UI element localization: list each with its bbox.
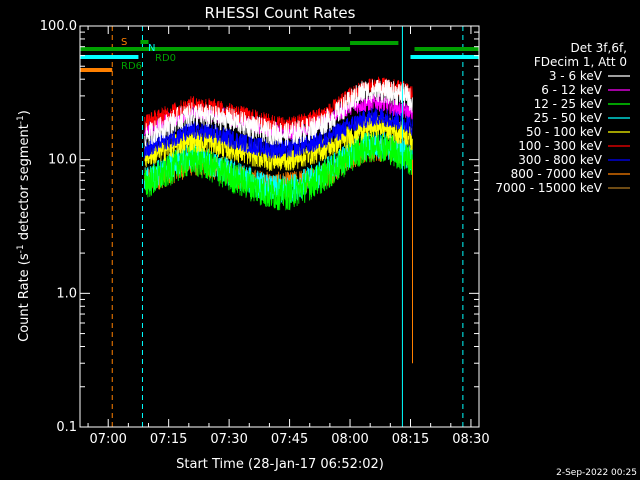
legend-label: 7000 - 15000 keV (495, 181, 602, 195)
series-line-2 (144, 130, 413, 211)
y-axis-label-main: Count Rate (s (17, 253, 32, 342)
annotation-label: S (121, 37, 127, 48)
y-tick-label: 100.0 (40, 19, 77, 34)
x-tick-label: 08:30 (452, 432, 489, 447)
annotation-label: RD6 (121, 61, 142, 72)
data-layer (144, 76, 413, 364)
legend-label: 6 - 12 keV (541, 83, 603, 97)
plot-frame (79, 25, 480, 428)
y-axis-label-mid: detector segment (17, 124, 32, 244)
legend-header-2: FDecim 1, Att 0 (534, 55, 627, 69)
x-tick-label: 08:00 (331, 432, 368, 447)
x-tick-label: 08:15 (392, 432, 429, 447)
legend-label: 25 - 50 keV (534, 111, 603, 125)
legend-label: 100 - 300 keV (518, 139, 602, 153)
y-tick-label: 1.0 (56, 286, 77, 301)
x-tick-label: 07:45 (271, 432, 308, 447)
chart-title: RHESSI Count Rates (205, 4, 356, 22)
y-tick-label: 10.0 (48, 153, 77, 168)
y-tick-label: 0.1 (56, 420, 77, 435)
x-axis-label: Start Time (28-Jan-17 06:52:02) (176, 457, 384, 472)
legend-header-1: Det 3f,6f, (571, 41, 628, 55)
annotations: S N RD6 RD0 (121, 37, 176, 72)
legend-label: 300 - 800 keV (518, 153, 602, 167)
flags-layer (79, 26, 479, 427)
axes-layer: 07:00 07:15 07:30 07:45 08:00 08:15 08:30 0.1 1.… (40, 19, 490, 447)
x-tick-label: 07:00 (89, 432, 126, 447)
x-tick-label: 07:30 (210, 432, 247, 447)
legend-label: 800 - 7000 keV (511, 167, 603, 181)
series-line-6 (144, 108, 413, 159)
legend-label: 12 - 25 keV (534, 97, 603, 111)
y-axis-label-sup1: -1 (16, 244, 26, 253)
series-line-0 (144, 79, 413, 147)
x-tick-label: 07:15 (150, 432, 187, 447)
annotation-label: N (148, 43, 155, 54)
footer-timestamp: 2-Sep-2022 00:25 (556, 468, 637, 478)
annotation-label: RD0 (155, 53, 176, 64)
legend-label: 3 - 6 keV (549, 69, 603, 83)
y-axis-label-end: ) (17, 110, 32, 115)
y-axis-label-sup2: -1 (16, 115, 26, 124)
legend-label: 50 - 100 keV (526, 125, 603, 139)
y-axis-label: Count Rate (s-1 detector segment-1) (16, 110, 32, 342)
